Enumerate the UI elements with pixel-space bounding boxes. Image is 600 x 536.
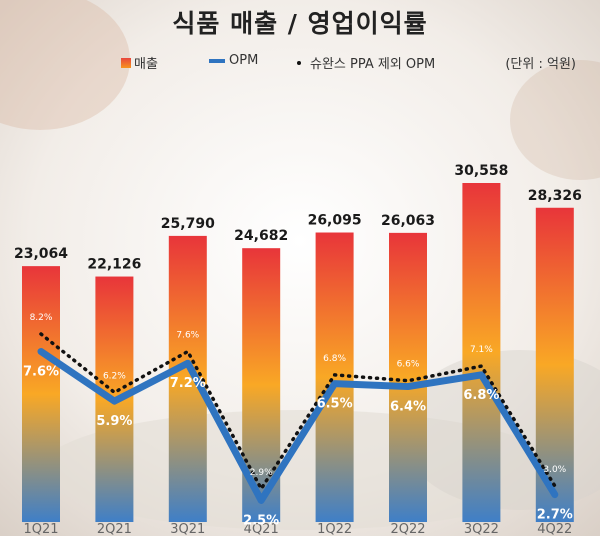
sales-value-label-2Q21: 22,126 bbox=[87, 257, 141, 273]
opm-value-label-4Q22: 2.7% bbox=[537, 508, 573, 523]
legend-item-opm: OPM bbox=[209, 53, 258, 68]
sales-bar-2Q22 bbox=[389, 232, 427, 522]
sales-value-label-3Q21: 25,790 bbox=[161, 216, 215, 232]
legend-item-sales: 매출 bbox=[121, 53, 158, 72]
sales-value-label-4Q22: 28,326 bbox=[528, 188, 582, 204]
opm-ex-value-label-1Q21: 8.2% bbox=[30, 313, 53, 323]
legend-label-sales: 매출 bbox=[134, 57, 158, 72]
sales-value-label-1Q21: 23,064 bbox=[14, 246, 68, 262]
opm-value-label-2Q21: 5.9% bbox=[96, 414, 132, 429]
opm-ex-value-label-3Q22: 7.1% bbox=[470, 345, 493, 355]
opm-value-label-3Q22: 6.8% bbox=[463, 388, 499, 403]
opm-ex-value-label-2Q22: 6.6% bbox=[397, 360, 420, 370]
legend-swatch-opm bbox=[209, 58, 225, 63]
opm-line bbox=[37, 348, 559, 504]
opm-value-label-3Q21: 7.2% bbox=[170, 376, 206, 391]
opm-ex-value-label-4Q21: 2.9% bbox=[250, 468, 273, 478]
legend-item-opm-ex: 슈완스 PPA 제외 OPM bbox=[297, 53, 435, 72]
opm-ex-value-label-2Q21: 6.2% bbox=[103, 371, 126, 381]
opm-value-label-2Q22: 6.4% bbox=[390, 400, 426, 415]
chart-title: 식품 매출 / 영업이익률 bbox=[172, 9, 428, 38]
x-tick-label-3Q21: 3Q21 bbox=[170, 522, 205, 536]
sales-bar-1Q22 bbox=[315, 232, 354, 523]
legend-swatch-sales bbox=[121, 57, 131, 68]
sales-bar-1Q21 bbox=[22, 266, 60, 522]
opm-ex-line bbox=[39, 332, 557, 493]
sales-value-label-3Q22: 30,558 bbox=[454, 163, 508, 179]
opm-ex-value-label-1Q22: 6.8% bbox=[323, 354, 346, 364]
unit-label: (단위 : 억원) bbox=[505, 57, 576, 72]
legend: 매출 OPM 슈완스 PPA 제외 OPM bbox=[0, 53, 600, 73]
x-tick-label-2Q21: 2Q21 bbox=[97, 522, 132, 536]
sales-value-label-1Q22: 26,095 bbox=[308, 213, 362, 229]
sales-bar-3Q22 bbox=[462, 183, 501, 522]
opm-value-label-1Q22: 6.5% bbox=[317, 397, 353, 412]
legend-label-opm: OPM bbox=[229, 53, 259, 68]
x-tick-label-1Q22: 1Q22 bbox=[317, 522, 352, 536]
opm-ex-value-label-4Q22: 3.0% bbox=[543, 465, 566, 475]
x-tick-label-3Q22: 3Q22 bbox=[464, 522, 499, 536]
x-tick-label-2Q22: 2Q22 bbox=[390, 522, 425, 536]
opm-value-label-4Q21: 2.5% bbox=[243, 513, 279, 528]
x-tick-label-1Q21: 1Q21 bbox=[23, 522, 58, 536]
opm-ex-value-label-3Q21: 7.6% bbox=[176, 331, 199, 341]
legend-label-opm-ex: 슈완스 PPA 제외 OPM bbox=[310, 57, 436, 72]
x-tick-label-4Q22: 4Q22 bbox=[537, 522, 572, 536]
sales-bar-3Q21 bbox=[168, 235, 207, 522]
opm-value-label-1Q21: 7.6% bbox=[23, 365, 59, 380]
sales-value-label-4Q21: 24,682 bbox=[234, 228, 288, 244]
x-tick-label-4Q21: 4Q21 bbox=[244, 522, 279, 536]
sales-value-label-2Q22: 26,063 bbox=[381, 213, 435, 229]
legend-swatch-opm-ex bbox=[297, 60, 301, 65]
